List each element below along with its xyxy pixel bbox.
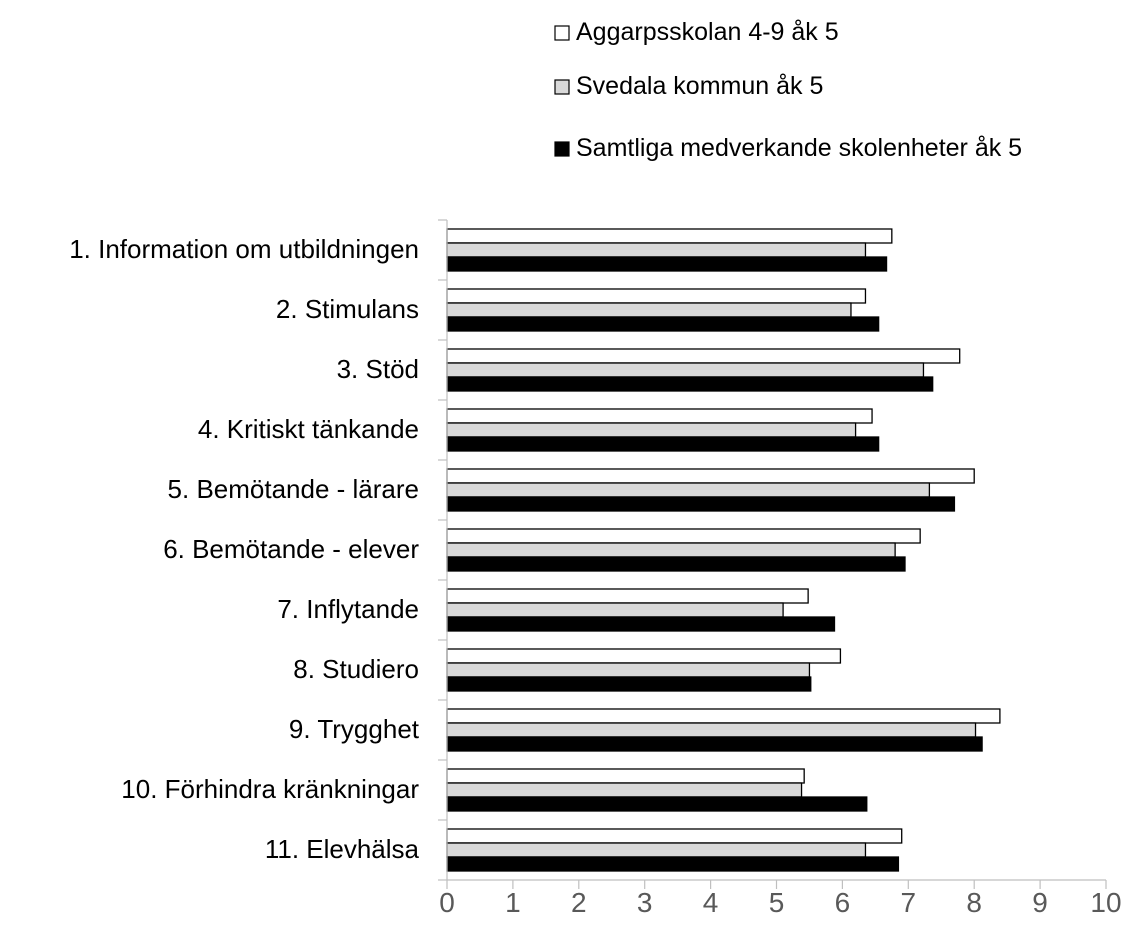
bar xyxy=(446,468,975,484)
category-label: 6. Bemötande - elever xyxy=(163,534,419,564)
x-tick-label: 10 xyxy=(1090,887,1121,918)
category-label: 2. Stimulans xyxy=(276,294,419,324)
bar xyxy=(446,768,805,784)
category-label: 9. Trygghet xyxy=(289,714,420,744)
x-tick-label: 2 xyxy=(571,887,587,918)
legend-label: Samtliga medverkande skolenheter åk 5 xyxy=(576,134,1022,162)
category-label: 4. Kritiskt tänkande xyxy=(198,414,419,444)
bar xyxy=(446,422,857,438)
x-tick-label: 5 xyxy=(769,887,785,918)
bar xyxy=(446,662,811,678)
bar xyxy=(446,722,977,738)
legend-swatch xyxy=(554,79,570,95)
bar xyxy=(446,256,888,272)
bar xyxy=(446,482,931,498)
x-tick-label: 7 xyxy=(901,887,917,918)
bar xyxy=(446,736,983,752)
category-label: 8. Studiero xyxy=(293,654,419,684)
bar xyxy=(446,648,842,664)
x-tick-label: 1 xyxy=(505,887,521,918)
bar xyxy=(446,828,903,844)
bar xyxy=(446,408,873,424)
x-tick-label: 8 xyxy=(966,887,982,918)
bar xyxy=(446,556,906,572)
bar xyxy=(446,542,896,558)
bars xyxy=(446,228,1001,872)
bar xyxy=(446,376,934,392)
category-label: 7. Inflytande xyxy=(277,594,419,624)
bar xyxy=(446,242,867,258)
bar xyxy=(446,842,867,858)
bar xyxy=(446,288,867,304)
x-tick-label: 9 xyxy=(1032,887,1048,918)
category-label: 3. Stöd xyxy=(337,354,419,384)
legend-swatch xyxy=(554,25,570,41)
category-label: 10. Förhindra kränkningar xyxy=(121,774,419,804)
category-label: 1. Information om utbildningen xyxy=(69,234,419,264)
axes: 1. Information om utbildningen 2. Stimula… xyxy=(69,219,1122,918)
bar xyxy=(446,496,956,512)
x-tick-label: 6 xyxy=(835,887,851,918)
legend-label: Svedala kommun åk 5 xyxy=(576,72,823,100)
bar xyxy=(446,616,836,632)
bar xyxy=(446,796,868,812)
x-tick-label: 3 xyxy=(637,887,653,918)
bar xyxy=(446,302,852,318)
legend: Aggarpsskolan 4-9 åk 5 Svedala kommun åk … xyxy=(554,18,1022,162)
bar xyxy=(446,602,784,618)
legend-label: Aggarpsskolan 4-9 åk 5 xyxy=(576,18,839,46)
bar xyxy=(446,588,809,604)
legend-swatch xyxy=(554,141,570,157)
bar xyxy=(446,782,803,798)
bar xyxy=(446,676,812,692)
bar xyxy=(446,528,921,544)
x-tick-label: 4 xyxy=(703,887,719,918)
bar xyxy=(446,708,1001,724)
bar xyxy=(446,348,961,364)
bar xyxy=(446,362,925,378)
x-tick-label: 0 xyxy=(439,887,455,918)
bar xyxy=(446,228,893,244)
category-label: 11. Elevhälsa xyxy=(265,834,420,864)
bar xyxy=(446,856,900,872)
category-label: 5. Bemötande - lärare xyxy=(168,474,419,504)
bar xyxy=(446,316,880,332)
bar xyxy=(446,436,880,452)
